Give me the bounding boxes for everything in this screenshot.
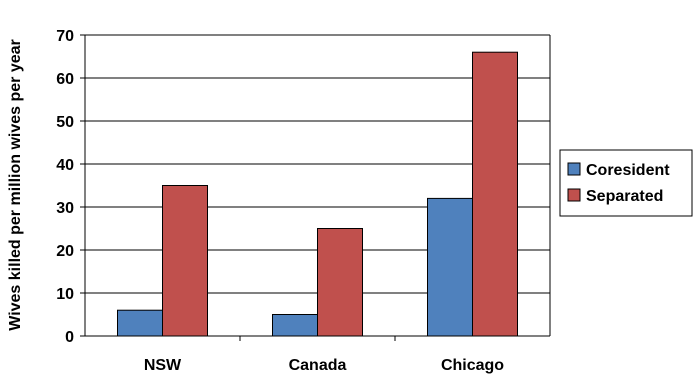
y-tick-label: 10 — [56, 286, 74, 303]
bar-coresident-canada — [272, 314, 318, 337]
y-tick-label: 50 — [56, 114, 74, 131]
x-tick-label: Canada — [289, 357, 347, 374]
axes — [84, 35, 551, 337]
y-tick-label: 40 — [56, 157, 74, 174]
legend-swatch-separated — [567, 188, 581, 202]
legend-box — [559, 149, 693, 217]
bar-coresident-chicago — [427, 197, 473, 337]
y-tick-label: 20 — [56, 243, 74, 260]
bar-separated-chicago — [472, 51, 518, 337]
x-tick-labels: NSW Canada Chicago — [144, 336, 504, 374]
bar-coresident-nsw — [117, 309, 163, 337]
x-tick-label: Chicago — [441, 357, 504, 374]
legend: Coresident Separated — [559, 149, 693, 217]
x-tick-label: NSW — [144, 357, 182, 374]
bar-separated-nsw — [162, 185, 208, 337]
y-tick-labels: 0 10 20 30 40 50 60 70 — [56, 28, 85, 346]
bars — [117, 51, 518, 337]
y-tick-label: 70 — [56, 28, 74, 45]
y-tick-label: 60 — [56, 71, 74, 88]
y-tick-label: 0 — [65, 329, 74, 346]
legend-label-separated: Separated — [586, 188, 663, 205]
y-axis-title: Wives killed per million wives per year — [7, 39, 24, 331]
legend-label-coresident: Coresident — [586, 162, 670, 179]
y-tick-label: 30 — [56, 200, 74, 217]
bar-separated-canada — [317, 228, 363, 337]
legend-swatch-coresident — [567, 162, 581, 176]
